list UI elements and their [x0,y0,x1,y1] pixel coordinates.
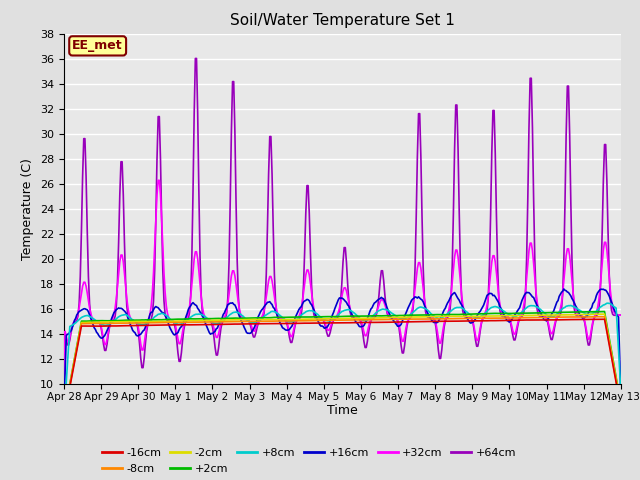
X-axis label: Time: Time [327,405,358,418]
Y-axis label: Temperature (C): Temperature (C) [22,158,35,260]
Text: EE_met: EE_met [72,39,123,52]
Legend: -16cm, -8cm, -2cm, +2cm, +8cm, +16cm, +32cm, +64cm: -16cm, -8cm, -2cm, +2cm, +8cm, +16cm, +3… [97,444,521,478]
Title: Soil/Water Temperature Set 1: Soil/Water Temperature Set 1 [230,13,455,28]
